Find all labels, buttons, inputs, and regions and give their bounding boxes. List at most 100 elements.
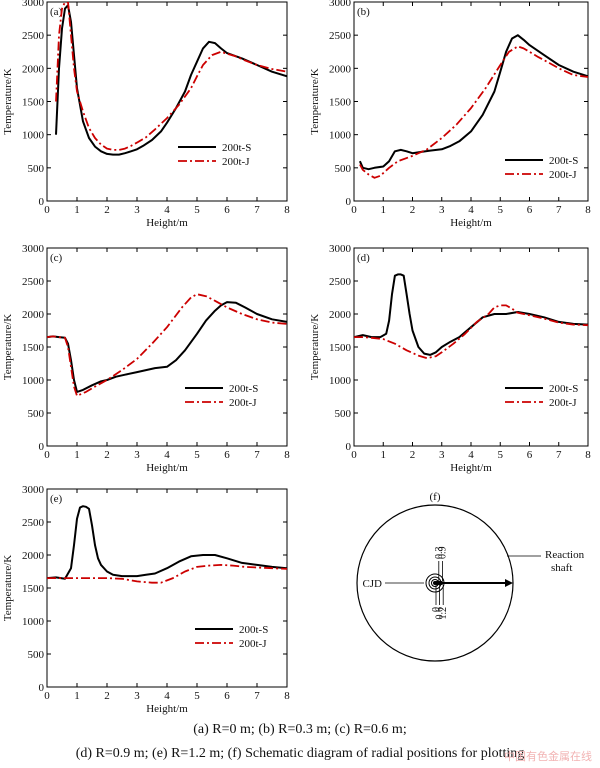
x-tick-label: 2 [410, 204, 416, 216]
y-tick-label: 2500 [22, 517, 45, 529]
panel-label: (d) [357, 252, 370, 264]
legend-entry: 200t-J [549, 169, 577, 181]
y-tick-label: 2500 [22, 276, 45, 288]
y-tick-label: 2000 [329, 309, 352, 321]
radial-tick-label: 0.3 [434, 547, 445, 560]
plot-frame [353, 247, 589, 447]
y-tick-label: 0 [39, 441, 45, 453]
y-tick-label: 1500 [22, 97, 45, 109]
y-tick-label: 1500 [22, 342, 45, 354]
y-axis-label: Temperature/K [2, 314, 14, 380]
reaction-shaft-label: Reaction [545, 549, 585, 561]
reaction-shaft-label: shaft [551, 562, 572, 574]
x-tick-label: 6 [527, 204, 533, 216]
series-line-j [354, 304, 588, 360]
legend: 200t-S 200t-J [178, 142, 251, 168]
x-tick-label: 7 [556, 449, 562, 461]
legend: 200t-S 200t-J [505, 383, 578, 409]
y-tick-label: 2000 [22, 63, 45, 75]
figure-caption-line-2: (d) R=0.9 m; (e) R=1.2 m; (f) Schematic … [75, 746, 525, 761]
y-tick-label: 2000 [22, 550, 45, 562]
x-tick-label: 5 [194, 690, 200, 702]
x-tick-label: 1 [381, 449, 387, 461]
y-tick-label: 1500 [329, 97, 352, 109]
y-tick-label: 0 [346, 441, 352, 453]
panel-label: (b) [357, 6, 370, 18]
y-tick-label: 1000 [22, 616, 45, 628]
x-tick-label: 4 [468, 204, 474, 216]
y-tick-label: 500 [335, 408, 352, 420]
y-tick-label: 500 [28, 649, 45, 661]
legend-entry: 200t-J [239, 638, 267, 650]
y-axis-label: Temperature/K [309, 314, 321, 380]
panel-label: (e) [50, 493, 63, 505]
y-tick-label: 1500 [329, 342, 352, 354]
legend: 200t-S 200t-J [195, 624, 268, 650]
x-tick-label: 8 [585, 204, 591, 216]
legend-entry: 200t-J [222, 156, 250, 168]
y-tick-label: 1000 [22, 375, 45, 387]
x-tick-label: 7 [254, 204, 260, 216]
x-tick-label: 7 [254, 690, 260, 702]
panel-label: (a) [50, 6, 63, 18]
y-tick-label: 3000 [22, 243, 45, 255]
x-tick-label: 3 [439, 449, 445, 461]
chart-panel-3: 0 1 2 3 4 5 6 7 8 0 500 1000 1500 2000 2500 3000 Height/… [2, 243, 290, 474]
y-tick-label: 1000 [22, 130, 45, 142]
chart-panel-1: 0 1 2 3 4 5 6 7 8 0 500 1000 1500 2000 2500 3000 Height/… [2, 0, 290, 229]
series-line-s [47, 505, 287, 580]
x-tick-label: 3 [134, 449, 140, 461]
y-tick-label: 500 [28, 163, 45, 175]
y-axis-label: Temperature/K [309, 68, 321, 134]
x-tick-label: 0 [44, 690, 50, 702]
x-tick-label: 8 [585, 449, 591, 461]
x-tick-label: 5 [498, 449, 504, 461]
y-tick-label: 0 [39, 196, 45, 208]
y-tick-label: 3000 [22, 0, 45, 9]
series-line-s [358, 34, 588, 171]
x-axis-label: Height/m [146, 703, 188, 715]
x-tick-label: 0 [44, 449, 50, 461]
x-tick-label: 8 [284, 690, 290, 702]
y-tick-label: 500 [335, 163, 352, 175]
panel-label: (f) [430, 491, 441, 503]
x-tick-label: 7 [254, 449, 260, 461]
x-tick-label: 3 [439, 204, 445, 216]
x-tick-label: 5 [498, 204, 504, 216]
x-tick-label: 2 [104, 449, 110, 461]
x-tick-label: 1 [381, 204, 387, 216]
y-tick-label: 500 [28, 408, 45, 420]
y-tick-label: 0 [346, 196, 352, 208]
y-tick-label: 0 [39, 682, 45, 694]
y-tick-label: 2000 [329, 63, 352, 75]
series-line-s [354, 273, 588, 356]
x-tick-label: 4 [164, 690, 170, 702]
x-tick-label: 3 [134, 690, 140, 702]
x-tick-label: 1 [74, 690, 80, 702]
legend-entry: 200t-J [229, 397, 257, 409]
arrow-head [505, 579, 513, 587]
x-axis-label: Height/m [146, 217, 188, 229]
y-tick-label: 2500 [22, 30, 45, 42]
y-axis-label: Temperature/K [2, 68, 14, 134]
x-axis-label: Height/m [450, 462, 492, 474]
radial-position-dot [439, 581, 444, 585]
series-line-s [47, 301, 287, 393]
series-line-j [47, 293, 287, 397]
x-tick-label: 3 [134, 204, 140, 216]
radial-tick-label: 0.6 [435, 607, 446, 620]
x-tick-label: 0 [44, 204, 50, 216]
y-tick-label: 2000 [22, 309, 45, 321]
x-axis-label: Height/m [450, 217, 492, 229]
x-tick-label: 1 [74, 449, 80, 461]
figure-caption-line-1: (a) R=0 m; (b) R=0.3 m; (c) R=0.6 m; [193, 722, 407, 737]
y-tick-label: 1000 [329, 375, 352, 387]
plot-frame [46, 488, 288, 688]
x-axis-label: Height/m [146, 462, 188, 474]
x-tick-label: 6 [224, 690, 230, 702]
x-tick-label: 6 [527, 449, 533, 461]
y-tick-label: 3000 [22, 484, 45, 496]
x-tick-label: 2 [104, 690, 110, 702]
